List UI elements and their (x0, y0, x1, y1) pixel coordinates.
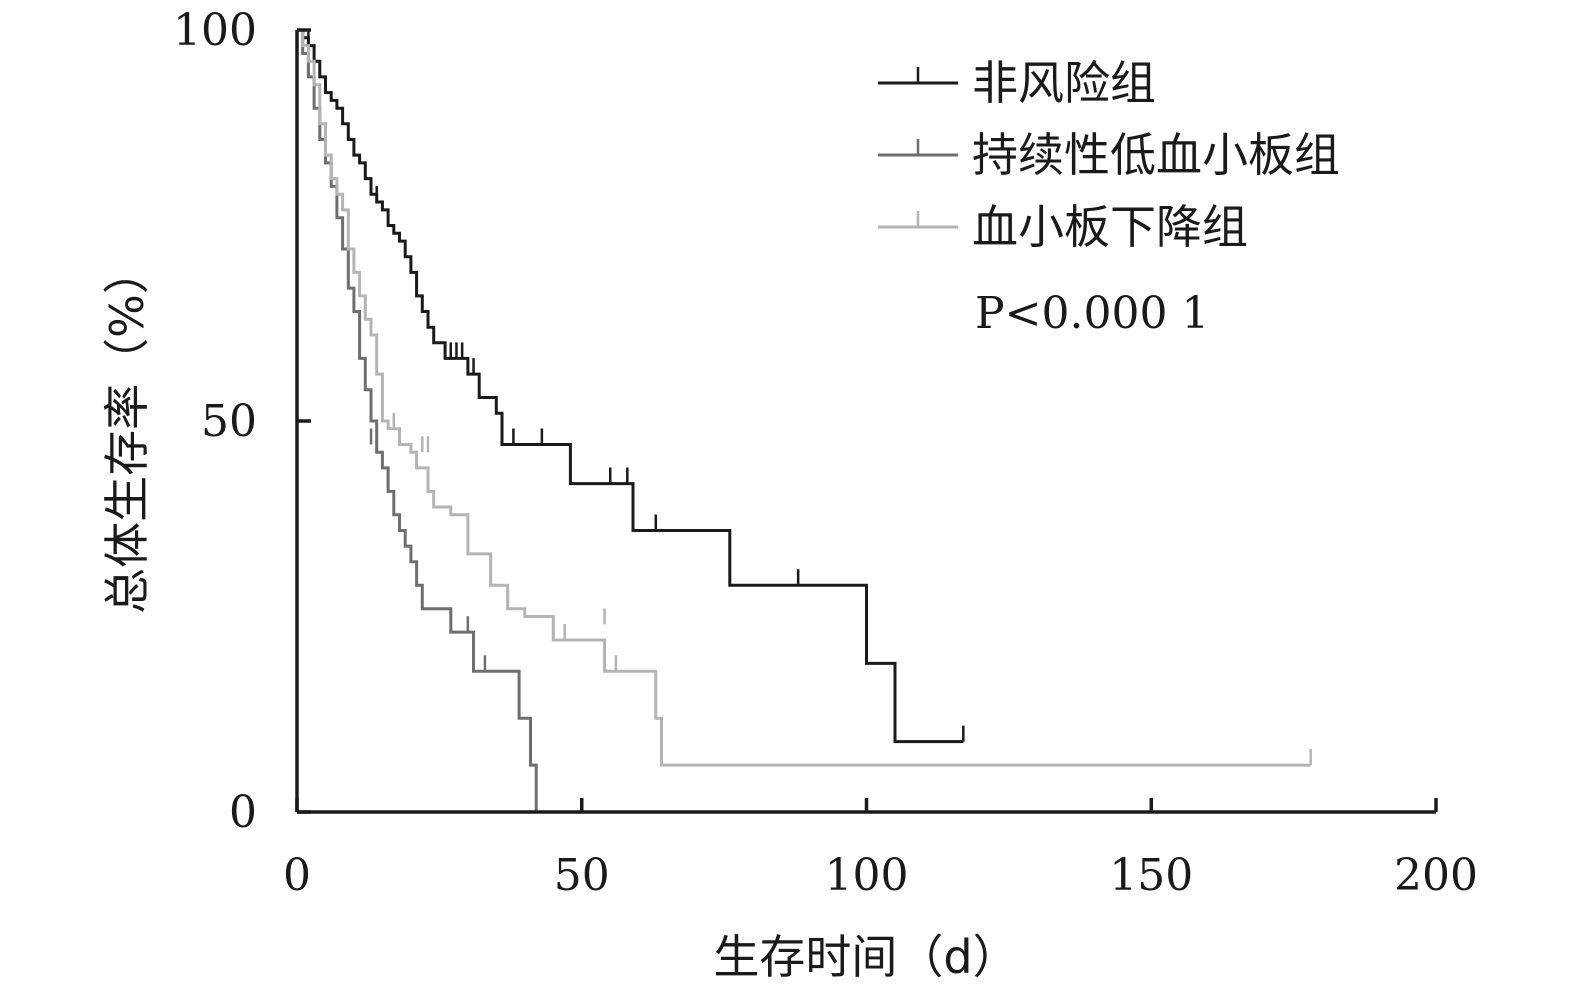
x-tick-label-150: 150 (1109, 850, 1193, 901)
series-layer (297, 28, 1312, 812)
y-tick-label-50: 50 (201, 396, 257, 447)
legend-label-3: 血小板下降组 (972, 200, 1248, 254)
ticks-layer: 0 50 100 150 200 0 50 100 (173, 5, 1478, 901)
y-tick-label-100: 100 (173, 5, 257, 56)
y-tick-label-0: 0 (229, 787, 257, 838)
legend-label-2: 持续性低血小板组 (972, 128, 1340, 182)
p-value-annotation: P<0.000 1 (975, 288, 1209, 339)
series-line-3 (297, 28, 1311, 767)
x-tick-label-0: 0 (283, 850, 311, 901)
x-tick-label-200: 200 (1394, 850, 1478, 901)
y-axis-title: 总体生存率（%） (100, 248, 154, 614)
series-line-2 (297, 28, 538, 812)
x-tick-label-100: 100 (825, 850, 909, 901)
x-tick-label-50: 50 (554, 850, 610, 901)
legend-label-1: 非风险组 (972, 56, 1156, 110)
series-line-1 (297, 28, 964, 744)
x-axis-title: 生存时间（d） (713, 930, 1018, 984)
